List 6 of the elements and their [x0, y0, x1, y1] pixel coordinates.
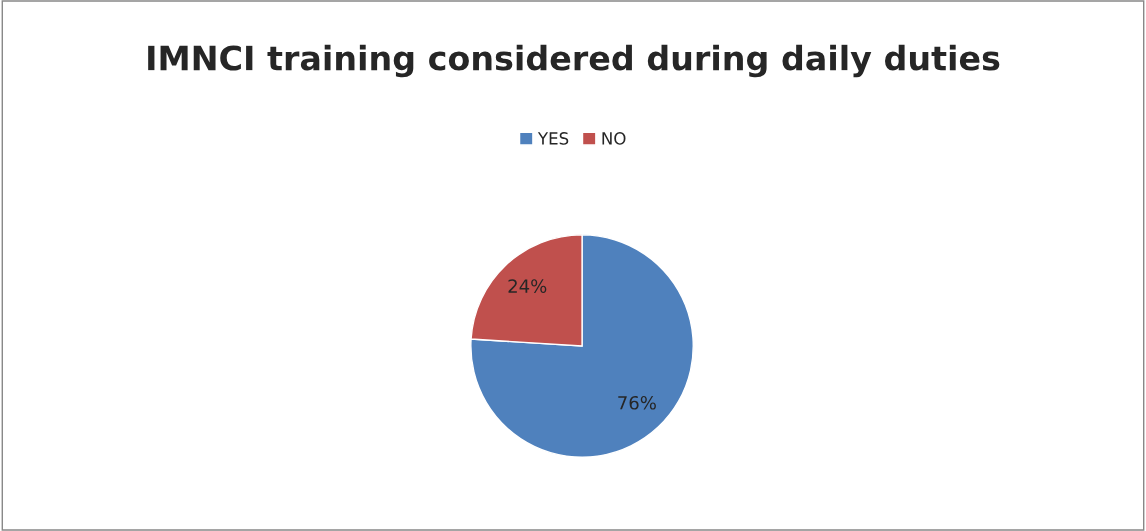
- data-label: 24%: [508, 279, 547, 293]
- data-label: 76%: [618, 395, 656, 410]
- legend-label: NO: [602, 132, 626, 145]
- pie-slice: [470, 234, 694, 458]
- legend-label: YES: [537, 132, 569, 145]
- chart-title: IMNCI training considered during daily duties: [148, 44, 1000, 78]
